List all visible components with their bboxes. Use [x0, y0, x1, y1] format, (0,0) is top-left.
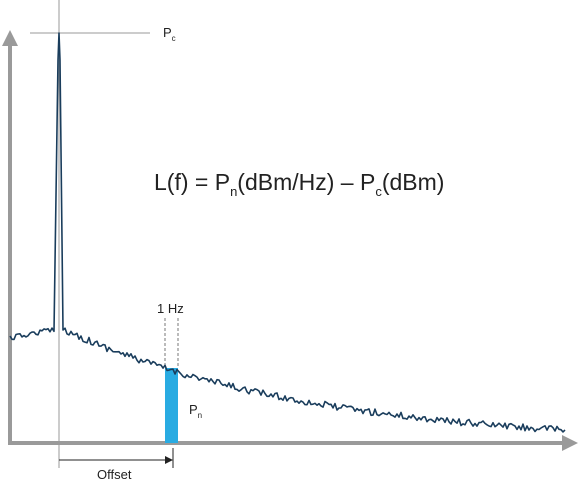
- x-axis-arrow: [562, 435, 578, 451]
- y-axis-arrow: [2, 30, 18, 46]
- offset-arrowhead: [165, 456, 173, 464]
- formula: L(f) = Pn(dBm/Hz) – Pc(dBm): [154, 169, 444, 199]
- noise-label: Pn: [189, 402, 202, 420]
- bandwidth-label: 1 Hz: [157, 301, 184, 316]
- offset-label: Offset: [97, 467, 132, 482]
- noise-band: [165, 368, 178, 443]
- spectrum-curve: [9, 32, 566, 433]
- carrier-label: Pc: [163, 25, 176, 43]
